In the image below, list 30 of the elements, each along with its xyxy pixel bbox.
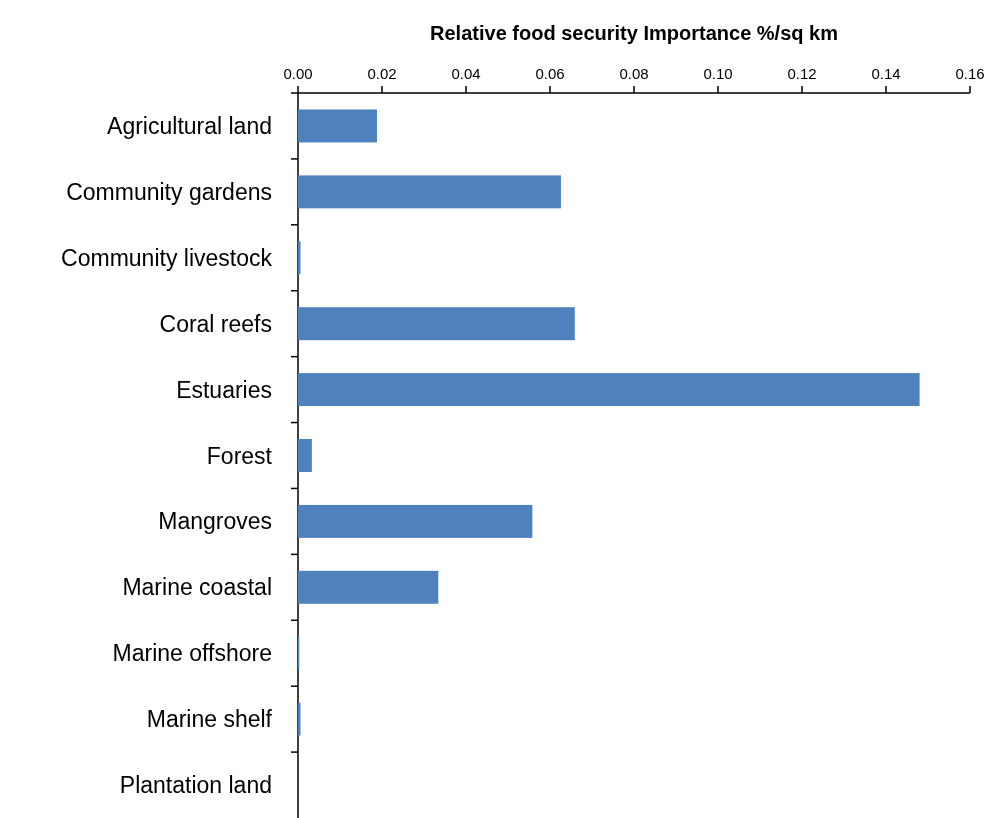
- y-tick-label: Estuaries: [176, 376, 272, 403]
- x-tick-label: 0.02: [367, 65, 397, 82]
- y-tick-label: Community gardens: [66, 178, 272, 205]
- bar: [298, 702, 301, 736]
- bar: [298, 175, 561, 209]
- bar: [298, 307, 575, 341]
- y-tick-label: Mangroves: [158, 508, 272, 535]
- x-tick-label: 0.08: [619, 65, 649, 82]
- x-tick-label: 0.06: [535, 65, 565, 82]
- x-tick-label: 0.04: [451, 65, 481, 82]
- y-tick-label: Marine shelf: [146, 706, 273, 733]
- y-tick-label: Marine coastal: [122, 574, 272, 601]
- x-axis-title: Relative food security Importance %/sq km: [430, 22, 838, 44]
- x-tick-label: 0.12: [787, 65, 817, 82]
- bar: [298, 109, 377, 143]
- bar: [298, 504, 533, 538]
- bar: [298, 439, 312, 472]
- y-tick-label: Community livestock: [61, 244, 273, 271]
- y-tick-label: Forest: [206, 442, 273, 469]
- x-tick-label: 0.00: [283, 65, 313, 82]
- y-tick-label: Agricultural land: [107, 113, 272, 139]
- bar: [298, 373, 920, 407]
- x-tick-label: 0.10: [703, 65, 733, 82]
- y-tick-label: Plantation land: [119, 772, 272, 799]
- y-tick-label: Coral reefs: [159, 310, 272, 337]
- y-tick-label: Marine offshore: [112, 640, 272, 667]
- bar: [298, 241, 301, 275]
- x-tick-label: 0.14: [871, 65, 901, 82]
- x-tick-label: 0.16: [955, 65, 985, 82]
- bar: [298, 570, 439, 604]
